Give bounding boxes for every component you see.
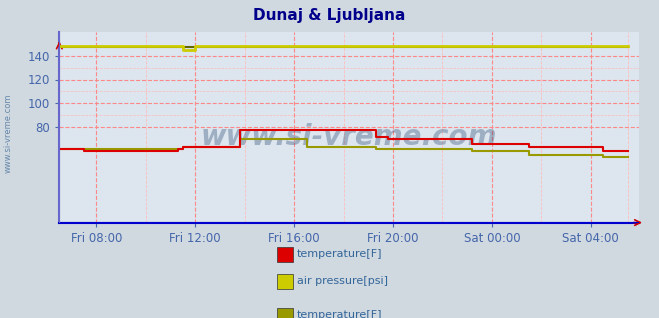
Text: www.si-vreme.com: www.si-vreme.com bbox=[3, 94, 13, 173]
Text: air pressure[psi]: air pressure[psi] bbox=[297, 276, 387, 287]
Text: temperature[F]: temperature[F] bbox=[297, 249, 382, 259]
Text: www.si-vreme.com: www.si-vreme.com bbox=[201, 123, 498, 151]
Text: temperature[F]: temperature[F] bbox=[297, 310, 382, 318]
Text: Dunaj & Ljubljana: Dunaj & Ljubljana bbox=[253, 8, 406, 23]
